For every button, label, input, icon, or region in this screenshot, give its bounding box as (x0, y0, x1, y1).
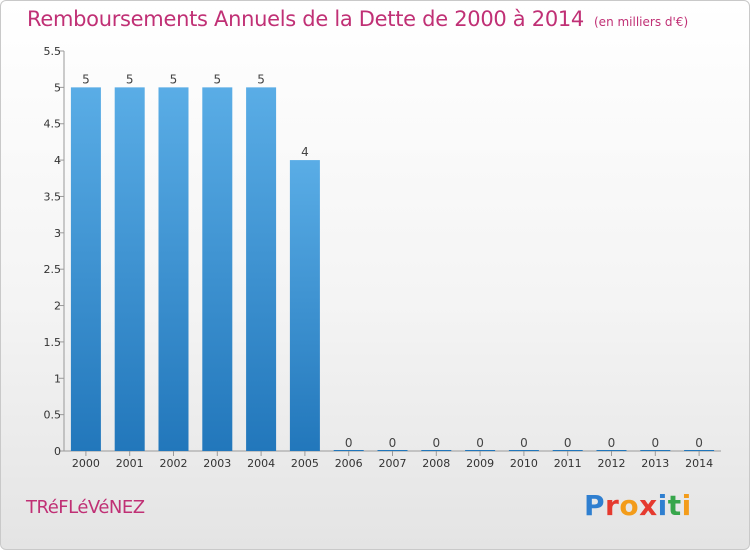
bar-2005 (289, 160, 320, 451)
y-tick-label: 4 (54, 154, 61, 167)
x-tick-label: 2007 (379, 457, 407, 470)
y-tick-label: 5 (54, 81, 61, 94)
data-label: 4 (301, 145, 309, 159)
bars (70, 87, 715, 451)
x-tick-label: 2013 (641, 457, 669, 470)
axes: 0 0.5 1 1.5 2 2.5 3 3.5 4 4.5 5 5.5 2000 2001 2002 2003… (44, 45, 721, 470)
bar-2014 (684, 450, 715, 451)
x-tick-label: 2006 (335, 457, 363, 470)
logo-letter: i (657, 489, 668, 522)
logo-letter: t (667, 489, 682, 522)
x-tick-label: 2009 (466, 457, 494, 470)
data-label: 0 (520, 436, 528, 450)
x-tick-label: 2012 (598, 457, 626, 470)
bar-2008 (421, 450, 452, 451)
y-tick-label: 5.5 (44, 45, 62, 58)
logo-letter: i (681, 489, 692, 522)
x-tick-label: 2011 (554, 457, 582, 470)
x-tick-label: 2004 (247, 457, 275, 470)
logo-letter: x (639, 489, 658, 522)
y-tick-label: 3.5 (44, 190, 62, 203)
data-label: 5 (213, 72, 221, 86)
data-label: 5 (126, 72, 134, 86)
x-tick-label: 2010 (510, 457, 538, 470)
data-label: 0 (695, 436, 703, 450)
data-label: 0 (389, 436, 397, 450)
chart-title: Remboursements Annuels de la Dette de 20… (27, 7, 688, 31)
x-tick-label: 2014 (685, 457, 713, 470)
logo-letter: r (605, 489, 620, 522)
y-tick-label: 0.5 (44, 409, 62, 422)
data-label: 5 (170, 72, 178, 86)
chart-title-text: Remboursements Annuels de la Dette de 20… (27, 7, 584, 31)
y-tick-label: 2 (54, 300, 61, 313)
data-label: 0 (608, 436, 616, 450)
data-label: 5 (82, 72, 90, 86)
data-label: 0 (432, 436, 440, 450)
x-tick-label: 2001 (116, 457, 144, 470)
logo-letter: P (584, 489, 606, 522)
y-tick-label: 1 (54, 372, 61, 385)
y-tick-label: 0 (54, 445, 61, 458)
x-tick-label: 2002 (160, 457, 188, 470)
y-tick-label: 3 (54, 227, 61, 240)
bar-2003 (202, 87, 233, 451)
bar-2009 (465, 450, 496, 451)
bar-2000 (70, 87, 101, 451)
chart-unit-note: (en milliers d'€) (594, 15, 689, 29)
bar-2001 (114, 87, 145, 451)
y-tick-label: 4.5 (44, 118, 62, 131)
bar-2012 (596, 450, 627, 451)
data-label: 0 (476, 436, 484, 450)
bar-2004 (246, 87, 277, 451)
data-label: 0 (564, 436, 572, 450)
data-label: 0 (651, 436, 659, 450)
x-tick-label: 2000 (72, 457, 100, 470)
bar-2007 (377, 450, 408, 451)
x-tick-label: 2003 (203, 457, 231, 470)
x-tick-label: 2008 (422, 457, 450, 470)
commune-name: TRéFLéVéNEZ (26, 497, 145, 518)
bar-2006 (333, 450, 364, 451)
logo-letter: o (619, 489, 640, 522)
proxiti-logo[interactable]: Proxiti (584, 489, 692, 522)
bar-2011 (552, 450, 583, 451)
data-label: 0 (345, 436, 353, 450)
bar-2010 (508, 450, 539, 451)
bar-2002 (158, 87, 189, 451)
y-tick-label: 1.5 (44, 336, 62, 349)
data-label: 5 (257, 72, 265, 86)
y-tick-label: 2.5 (44, 263, 62, 276)
data-labels: 5 5 5 5 5 4 0 0 0 0 0 0 0 0 0 (82, 72, 703, 450)
x-tick-label: 2005 (291, 457, 319, 470)
bar-2013 (640, 450, 671, 451)
